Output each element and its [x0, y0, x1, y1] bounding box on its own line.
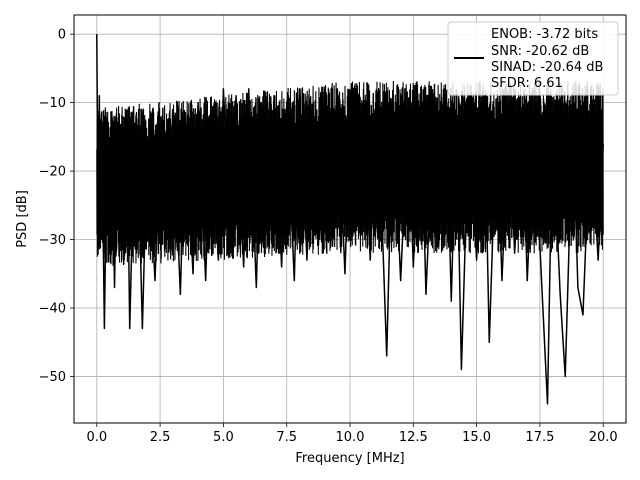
legend-sinad: SINAD: -20.64 dB [491, 60, 603, 75]
x-tick-label: 17.5 [525, 430, 554, 445]
legend-enob: ENOB: -3.72 bits [491, 27, 598, 42]
y-tick-label: −50 [39, 370, 66, 385]
x-tick-label: 2.5 [150, 430, 171, 445]
y-tick-label: −40 [39, 301, 66, 316]
y-tick-label: 0 [58, 28, 66, 43]
y-tick-label: −20 [39, 165, 66, 180]
psd-noise-trace [96, 80, 604, 266]
legend-box [447, 21, 619, 96]
legend: ENOB: -3.72 bits SNR: -20.62 dB SINAD: -… [447, 21, 619, 96]
y-tick-label: −10 [39, 96, 66, 111]
legend-sfdr: SFDR: 6.61 [491, 76, 563, 91]
y-axis-ticks: 0 −10 −20 −30 −40 −50 [39, 28, 74, 385]
x-tick-label: 0.0 [86, 430, 107, 445]
y-axis-label: PSD [dB] [15, 190, 30, 248]
legend-snr: SNR: -20.62 dB [491, 44, 589, 59]
x-tick-label: 12.5 [399, 430, 428, 445]
x-tick-label: 5.0 [213, 430, 234, 445]
x-axis-ticks: 0.0 2.5 5.0 7.5 10.0 12.5 15.0 17.5 20.0 [86, 423, 618, 445]
psd-series-line [96, 34, 604, 405]
y-tick-label: −30 [39, 233, 66, 248]
x-tick-label: 20.0 [589, 430, 618, 445]
x-tick-label: 15.0 [462, 430, 491, 445]
x-tick-label: 10.0 [336, 430, 365, 445]
x-tick-label: 7.5 [276, 430, 297, 445]
psd-noise-band [96, 80, 604, 266]
x-axis-label: Frequency [MHz] [295, 451, 404, 466]
